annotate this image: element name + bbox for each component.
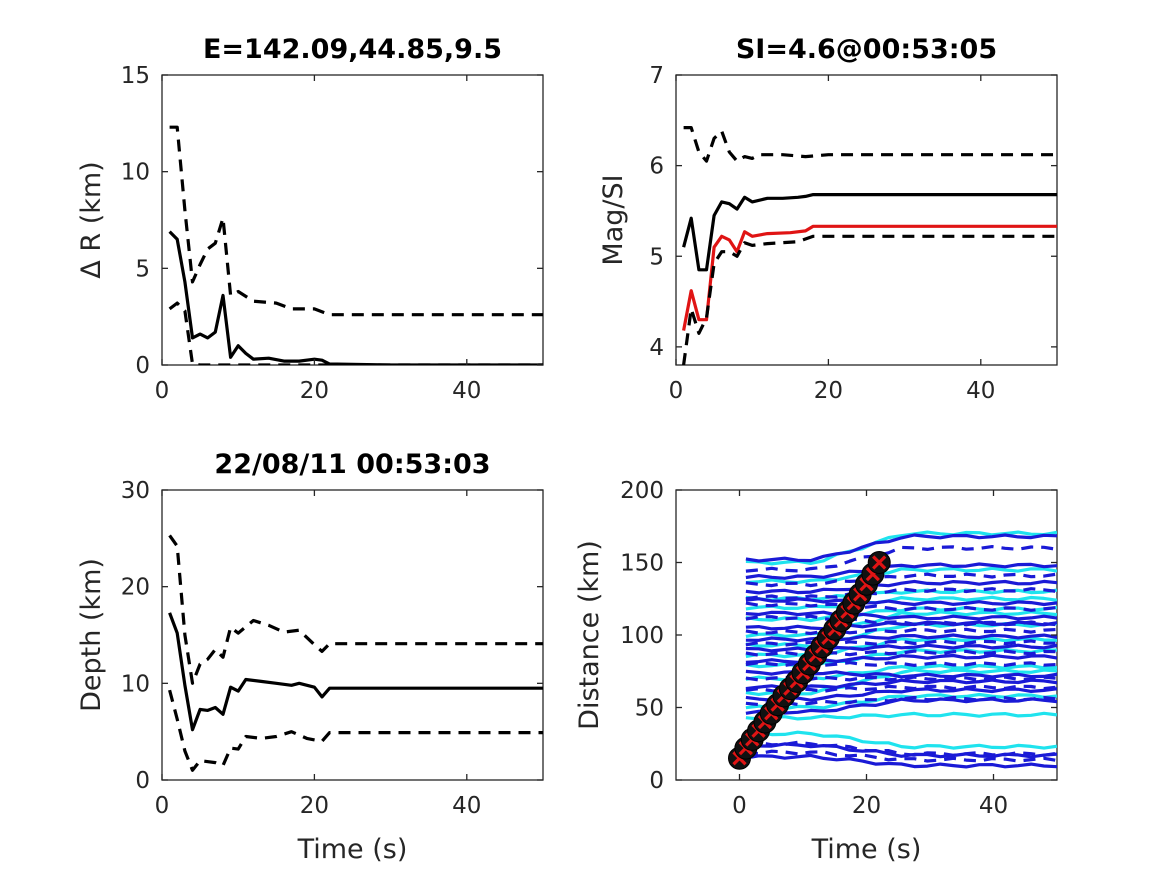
y-tick-label: 50 xyxy=(635,696,664,722)
depth-panel: 0 20 40 0 10 20 30 22/08/11 00:53:03 Time (s) Dep… xyxy=(76,449,544,865)
series-line-2 xyxy=(168,689,543,772)
plot-area xyxy=(728,530,1057,770)
y-tick-label: 15 xyxy=(121,63,150,89)
y-tick-label: 30 xyxy=(121,478,150,504)
y-tick-label: 7 xyxy=(649,63,664,89)
x-tick-label: 40 xyxy=(979,793,1008,819)
x-tick-label: 0 xyxy=(155,378,170,404)
trace-line-2-12 xyxy=(745,740,1057,757)
x-tick-label: 20 xyxy=(852,793,881,819)
series-line-1 xyxy=(682,224,1057,331)
y-tick-label: 0 xyxy=(649,768,664,794)
y-tick-label: 10 xyxy=(121,160,150,186)
series-line-0 xyxy=(168,612,543,732)
y-tick-label: 150 xyxy=(620,551,664,577)
chart-title: SI=4.6@00:53:05 xyxy=(736,34,997,65)
trace-line-1-8 xyxy=(745,653,1057,664)
trace-line-1-7 xyxy=(745,643,1057,653)
plot-area xyxy=(168,125,543,365)
x-axis-label: Time (s) xyxy=(297,834,408,865)
x-tick-label: 0 xyxy=(732,793,747,819)
y-tick-label: 6 xyxy=(649,154,664,180)
x-tick-label: 20 xyxy=(300,793,329,819)
trace-line-1-4 xyxy=(745,610,1057,621)
trace-line-0-3 xyxy=(745,595,1057,611)
y-tick-label: 0 xyxy=(135,768,150,794)
plot-area xyxy=(682,126,1057,365)
trace-line-1-12 xyxy=(745,697,1057,715)
trace-line-0-12 xyxy=(745,711,1057,721)
series-line-3 xyxy=(682,234,1057,365)
trace-line-2-5 xyxy=(745,627,1057,636)
y-tick-label: 5 xyxy=(135,256,150,282)
axes-frame xyxy=(161,489,544,781)
x-tick-label: 0 xyxy=(155,793,170,819)
trace-line-2-11 xyxy=(745,695,1057,707)
series-line-0 xyxy=(168,230,543,365)
series-line-1 xyxy=(169,125,543,317)
plot-area xyxy=(168,534,543,772)
x-tick-label: 20 xyxy=(814,378,843,404)
x-tick-label: 20 xyxy=(300,378,329,404)
magnitude-panel: 0 20 40 4 5 6 7 SI=4.6@00:53:05 Mag/SI xyxy=(598,34,1058,404)
x-tick-label: 40 xyxy=(452,378,481,404)
y-tick-label: 10 xyxy=(121,671,150,697)
x-axis-label: Time (s) xyxy=(811,834,922,865)
series-line-0 xyxy=(682,193,1057,272)
trace-line-0-5 xyxy=(745,610,1057,638)
trace-line-1-3 xyxy=(745,597,1057,607)
trace-line-1-2 xyxy=(745,579,1057,595)
trace-line-0-7 xyxy=(745,636,1057,659)
delta-r-panel: 0 20 40 0 5 10 15 E=142.09,44.85,9.5 Δ R (km) xyxy=(76,34,544,404)
trace-line-2-3 xyxy=(745,601,1057,612)
arrival-cross-marker xyxy=(872,555,887,570)
x-tick-label: 40 xyxy=(452,793,481,819)
chart-title: E=142.09,44.85,9.5 xyxy=(203,34,502,65)
trace-line-2-4 xyxy=(745,614,1057,627)
y-tick-label: 20 xyxy=(121,575,150,601)
trace-line-2-10 xyxy=(745,684,1057,693)
trace-line-2-7 xyxy=(745,649,1057,657)
trace-line-0-1 xyxy=(745,566,1057,585)
trace-line-2-6 xyxy=(745,639,1057,647)
trace-line-1-6 xyxy=(745,633,1057,643)
y-tick-label: 4 xyxy=(649,335,664,361)
series-line-1 xyxy=(168,534,543,685)
y-axis-label: Distance (km) xyxy=(574,540,605,730)
trace-line-1-1 xyxy=(745,562,1057,580)
trace-line-2-8 xyxy=(745,661,1057,667)
y-axis-label: Mag/SI xyxy=(598,174,629,265)
y-axis-label: Δ R (km) xyxy=(76,161,107,278)
y-axis-label: Depth (km) xyxy=(76,558,107,712)
distance-panel: 0 20 40 0 50 100 150 200 Time (s) Distance (km) xyxy=(574,478,1058,865)
trace-line-0-13 xyxy=(745,730,1057,750)
trace-line-2-2 xyxy=(745,587,1057,601)
y-tick-label: 200 xyxy=(620,478,664,504)
trace-line-1-0 xyxy=(745,533,1057,563)
trace-line-2-9 xyxy=(745,675,1057,682)
x-tick-label: 0 xyxy=(669,378,684,404)
trace-line-1-14 xyxy=(745,753,1057,769)
trace-line-2-13 xyxy=(745,749,1057,763)
y-tick-label: 100 xyxy=(620,623,664,649)
trace-line-2-1 xyxy=(745,572,1057,588)
axes-frame xyxy=(675,74,1058,366)
trace-line-2-0 xyxy=(745,545,1057,573)
x-tick-label: 40 xyxy=(966,378,995,404)
y-tick-label: 0 xyxy=(135,353,150,379)
y-tick-label: 5 xyxy=(649,244,664,270)
chart-title: 22/08/11 00:53:03 xyxy=(214,449,490,480)
series-line-2 xyxy=(168,301,543,365)
